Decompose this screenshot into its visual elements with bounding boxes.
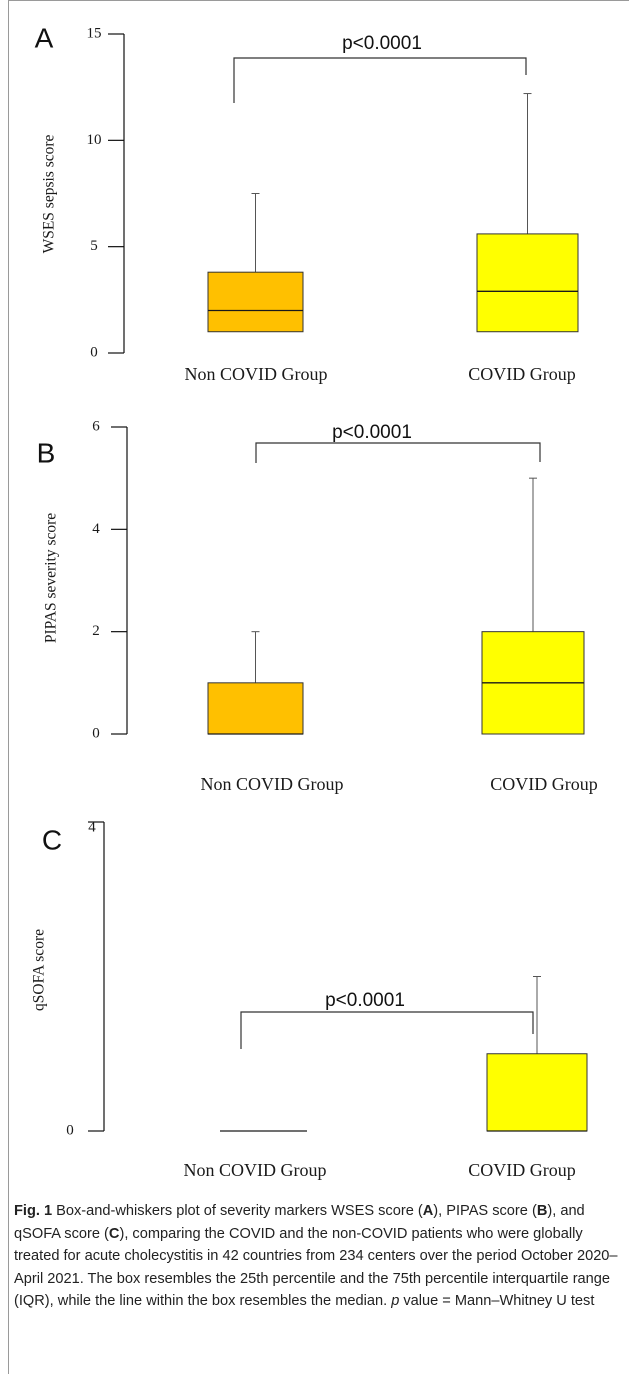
caption-segment: A bbox=[422, 1203, 434, 1219]
y-axis-label: PIPAS severity score bbox=[43, 513, 60, 643]
category-label: COVID Group bbox=[468, 364, 576, 384]
caption-segment: ), PIPAS score ( bbox=[433, 1203, 537, 1219]
y-tick-label: 10 bbox=[87, 132, 102, 148]
caption-fig-label: Fig. 1 bbox=[14, 1203, 53, 1219]
category-label: Non COVID Group bbox=[184, 1160, 327, 1180]
panel-c: C 0 4 qSOFA score Non COVID Group COVID Group… bbox=[31, 819, 588, 1180]
figure-caption: Fig. 1 Box-and-whiskers plot of severity… bbox=[14, 1200, 620, 1313]
category-label: COVID Group bbox=[468, 1160, 576, 1180]
caption-segment: ), and qSOFA score ( bbox=[14, 1203, 585, 1242]
panel-a: A 0 5 10 15 WSES sepsis score Non COVID Group C… bbox=[35, 22, 579, 384]
iqr-box bbox=[207, 682, 304, 735]
iqr-box bbox=[476, 233, 579, 333]
iqr-box bbox=[207, 271, 304, 333]
frame-left-border bbox=[8, 0, 9, 1374]
caption-segment: value = Mann–Whitney U test bbox=[399, 1293, 595, 1310]
category-label: Non COVID Group bbox=[201, 774, 344, 794]
panel-b: B 0 2 4 6 PIPAS severity score Non COVID Group… bbox=[37, 418, 598, 794]
caption-segment: C bbox=[108, 1225, 120, 1242]
significance-bracket bbox=[240, 1011, 534, 1049]
caption-body: Box-and-whiskers plot of severity marker… bbox=[14, 1203, 618, 1309]
significance-bracket bbox=[255, 442, 541, 463]
significance-bracket bbox=[233, 57, 527, 103]
caption-segment: ), comparing the COVID and the non-COVID… bbox=[14, 1225, 618, 1310]
panel-label: C bbox=[42, 824, 62, 855]
caption-segment: Box-and-whiskers plot of severity marker… bbox=[52, 1203, 423, 1219]
caption-segment: B bbox=[536, 1203, 548, 1219]
box-non-covid: Non COVID Group bbox=[185, 193, 328, 384]
y-tick-label: 0 bbox=[90, 344, 98, 360]
box-non-covid: Non COVID Group bbox=[184, 1130, 327, 1180]
box-covid: COVID Group bbox=[468, 93, 579, 384]
p-value-annotation: p<0.0001 bbox=[342, 33, 422, 54]
box-covid: COVID Group bbox=[481, 477, 598, 794]
y-tick-label: 15 bbox=[87, 25, 102, 41]
panel-label: B bbox=[37, 437, 56, 468]
caption-segment: p bbox=[391, 1293, 400, 1310]
box-non-covid: Non COVID Group bbox=[201, 631, 344, 794]
box-covid: COVID Group bbox=[468, 976, 588, 1180]
y-tick-label: 0 bbox=[66, 1122, 74, 1138]
frame-top-border bbox=[8, 0, 629, 1]
p-value-annotation: p<0.0001 bbox=[332, 422, 412, 443]
panel-label: A bbox=[35, 22, 54, 53]
y-tick-label: 4 bbox=[92, 521, 100, 537]
y-axis-label: qSOFA score bbox=[31, 929, 48, 1011]
y-tick-label: 0 bbox=[92, 725, 100, 741]
y-tick-label: 4 bbox=[88, 819, 96, 835]
category-label: Non COVID Group bbox=[185, 364, 328, 384]
y-tick-label: 5 bbox=[90, 238, 98, 254]
category-label: COVID Group bbox=[490, 774, 598, 794]
y-tick-label: 2 bbox=[92, 623, 100, 639]
p-value-annotation: p<0.0001 bbox=[325, 990, 405, 1011]
y-tick-label: 6 bbox=[92, 418, 100, 434]
y-axis-label: WSES sepsis score bbox=[41, 134, 58, 253]
iqr-box bbox=[486, 1053, 588, 1132]
